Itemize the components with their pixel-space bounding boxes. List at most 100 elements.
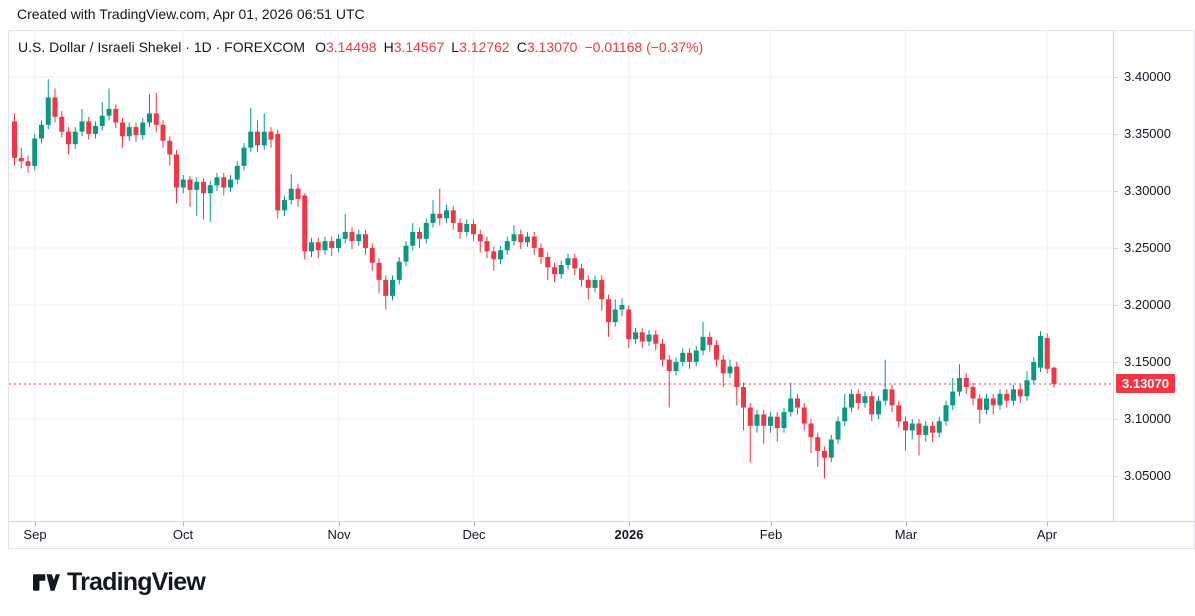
candle-body (579, 268, 584, 280)
candlestick-chart (9, 31, 1113, 521)
candle-body (882, 389, 888, 401)
candle-body (153, 113, 159, 125)
price-axis-label: 3.40000 (1124, 69, 1171, 84)
candle-body (309, 242, 314, 252)
candle-body (768, 416, 773, 426)
time-axis-label: Mar (894, 527, 918, 542)
candle-body (950, 391, 956, 406)
price-tick (1114, 476, 1118, 477)
created-line: Created with TradingView.com, Apr 01, 20… (17, 6, 365, 22)
candle-body (984, 398, 989, 410)
time-axis-label: Sep (23, 527, 47, 542)
candle-body (437, 213, 443, 219)
candle-body (828, 439, 834, 458)
candle-body (12, 121, 17, 158)
chart-pane[interactable]: U.S. Dollar / Israeli Shekel · 1D · FORE… (9, 31, 1114, 521)
time-tick (1047, 522, 1048, 526)
price-axis[interactable]: 3.13070 3.40000 3.35000 3.30000 3.25000 3.20… (1114, 31, 1193, 521)
close-value: 3.13070 (526, 39, 578, 55)
price-tick (1114, 419, 1118, 420)
candle-body (747, 407, 753, 426)
candle-body (113, 108, 119, 123)
candle-body (741, 387, 746, 408)
open-value: 3.14498 (325, 39, 377, 55)
time-axis-label: 2026 (614, 527, 644, 542)
price-axis-label: 3.25000 (1124, 240, 1171, 255)
candle-body (916, 423, 922, 435)
candle-body (511, 234, 517, 242)
price-tick (1114, 191, 1118, 192)
candle-body (1017, 389, 1023, 397)
candle-body (727, 366, 733, 374)
time-tick (183, 522, 184, 526)
symbol-title: U.S. Dollar / Israeli Shekel · 1D · FORE… (18, 39, 306, 55)
candle-body (612, 309, 618, 323)
candle-body (160, 124, 166, 141)
candle-body (707, 336, 713, 345)
candle-body (417, 231, 422, 239)
candle-body (795, 398, 800, 408)
candle-body (52, 97, 58, 117)
candle-body (329, 241, 335, 248)
candle-body (234, 165, 240, 180)
price-axis-label: 3.30000 (1124, 183, 1171, 198)
candle-body (174, 154, 179, 188)
candle-body (336, 238, 341, 248)
candle-body (761, 414, 767, 426)
low-value: 3.12762 (459, 39, 510, 55)
candle-body (93, 125, 98, 134)
candle-body (997, 393, 1003, 406)
candle-body (477, 234, 483, 242)
time-axis[interactable]: Sep Oct Nov Dec 2026 Feb Mar Apr (9, 521, 1194, 548)
candle-body (552, 267, 557, 275)
time-tick (629, 522, 630, 526)
candle-body (909, 423, 915, 431)
candle-body (720, 359, 726, 374)
candle-body (457, 222, 463, 232)
candle-body (180, 179, 186, 188)
time-axis-label: Dec (462, 527, 486, 542)
candle-body (295, 188, 301, 199)
candle-body (606, 299, 611, 323)
price-axis-label: 3.20000 (1124, 297, 1171, 312)
candle-body (903, 421, 908, 431)
candle-body (977, 398, 983, 410)
candle-body (862, 396, 868, 404)
candle-body (396, 261, 402, 280)
candle-body (140, 122, 146, 136)
time-tick (771, 522, 772, 526)
candle-body (194, 181, 200, 190)
candle-body (687, 352, 692, 362)
candle-body (666, 359, 672, 372)
time-tick (906, 522, 907, 526)
candle-body (120, 122, 125, 137)
candle-body (585, 279, 591, 288)
chart-legend: U.S. Dollar / Israeli Shekel · 1D · FORE… (18, 39, 703, 55)
price-axis-label: 3.10000 (1124, 411, 1171, 426)
candle-body (842, 407, 848, 422)
candle-body (491, 251, 497, 260)
candle-body (801, 407, 807, 424)
candle-body (187, 179, 193, 190)
time-axis-label: Nov (327, 527, 351, 542)
candle-body (450, 210, 456, 223)
tradingview-logo[interactable]: TradingView (33, 567, 206, 597)
price-tick (1114, 77, 1118, 78)
candle-body (599, 279, 605, 300)
low-label: L (451, 39, 460, 55)
candle-body (815, 437, 821, 451)
price-tick (1114, 134, 1118, 135)
candle-body (147, 113, 152, 123)
close-label: C (516, 39, 527, 55)
candle-body (835, 421, 841, 440)
candle-body (255, 131, 260, 146)
candle-body (315, 242, 321, 251)
candle-body (1031, 361, 1037, 381)
candle-body (889, 389, 895, 406)
candle-body (423, 222, 429, 239)
candle-body (356, 234, 362, 242)
candle-body (72, 131, 78, 145)
candle-body (106, 108, 112, 116)
candle-body (228, 179, 233, 188)
